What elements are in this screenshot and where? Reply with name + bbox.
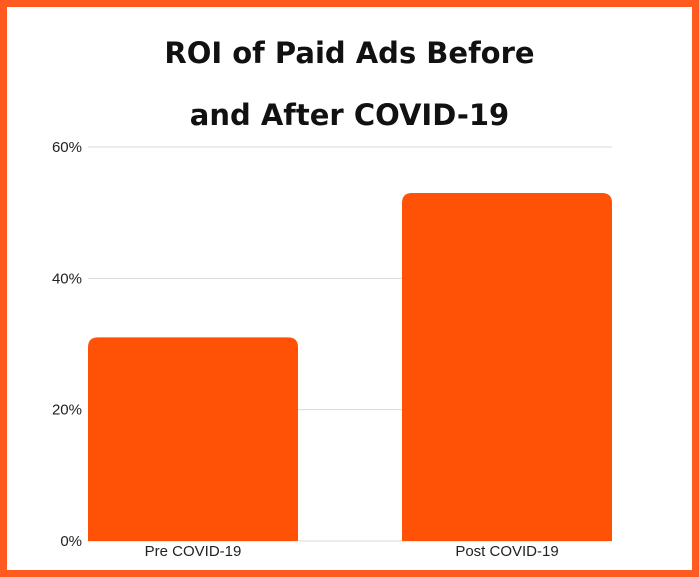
chart-title-line-1: ROI of Paid Ads Before (164, 36, 535, 70)
x-category-label: Post COVID-19 (455, 543, 558, 560)
chart-title-line-2: and After COVID-19 (189, 98, 510, 132)
chart-title: ROI of Paid Ads Before and After COVID-1… (0, 22, 699, 146)
bar-post-covid-19 (402, 192, 612, 541)
y-tick-label: 60% (52, 139, 82, 156)
y-axis-ticks: 0% 20% 40% 60% (52, 139, 82, 550)
y-tick-label: 20% (52, 402, 82, 419)
y-tick-label: 40% (52, 270, 82, 287)
x-axis-labels: Pre COVID-19 Post COVID-19 (145, 543, 559, 560)
bar-pre-covid-19 (88, 337, 298, 541)
y-tick-label: 0% (60, 533, 82, 550)
bars (88, 192, 612, 541)
x-category-label: Pre COVID-19 (145, 543, 242, 560)
